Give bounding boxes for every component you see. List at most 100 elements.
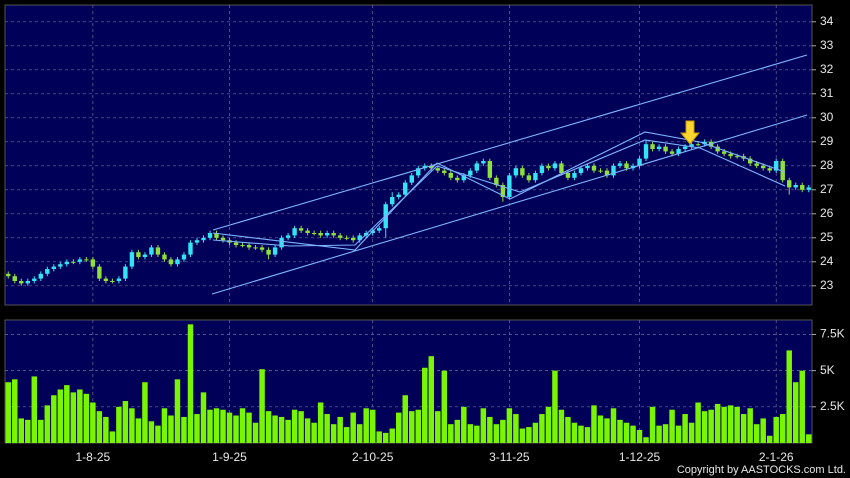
volume-bar [708, 409, 714, 443]
volume-bar [493, 424, 500, 443]
volume-bar [70, 392, 77, 443]
candle-body [292, 228, 297, 236]
candle-body [500, 185, 506, 197]
candle-body [142, 254, 148, 257]
candle-body [324, 233, 330, 236]
candle-body [774, 161, 779, 171]
volume-bar [701, 411, 708, 443]
candle-body [253, 247, 258, 249]
candle-body [787, 180, 792, 188]
candle-body [298, 228, 304, 231]
candle-body [220, 237, 226, 241]
candle-body [487, 161, 493, 178]
volume-bar [675, 425, 682, 443]
volume-bar [389, 428, 395, 443]
volume-bar [252, 422, 259, 443]
candle-body [64, 261, 70, 265]
volume-bar [487, 416, 493, 443]
volume-bar [350, 412, 356, 443]
volume-bar [799, 370, 805, 443]
volume-bar [409, 411, 415, 443]
volume-bar [786, 350, 792, 443]
volume-bar [539, 414, 545, 443]
candle-body [409, 175, 414, 183]
volume-bar [578, 425, 584, 443]
candle-body [624, 163, 629, 169]
candle-body [702, 141, 707, 145]
y-tick-label: 24 [820, 254, 834, 268]
candle-body [344, 237, 349, 239]
volume-bar [532, 422, 539, 443]
y-tick-label: 23 [820, 278, 834, 292]
volume-bar [747, 408, 753, 443]
candle-body [643, 144, 649, 159]
volume-bar [643, 437, 649, 443]
candle-body [129, 252, 135, 267]
candle-body [272, 247, 278, 255]
candle-body [474, 163, 480, 171]
candle-body [448, 173, 454, 178]
candle-body [559, 163, 564, 173]
volume-bar [480, 408, 487, 443]
candle-body [38, 273, 43, 279]
volume-bar [77, 389, 83, 443]
volume-bar [597, 415, 604, 443]
candle-body [90, 259, 96, 267]
volume-bar [428, 356, 435, 443]
candle-body [416, 168, 421, 176]
candle-body [682, 146, 688, 149]
candle-body [650, 144, 655, 149]
candle-body [77, 259, 83, 262]
candle-body [565, 173, 571, 178]
candle-body [311, 233, 317, 234]
candle-body [201, 237, 206, 241]
volume-bar [25, 419, 31, 443]
volume-bar [324, 414, 330, 443]
candle-body [350, 237, 356, 241]
candle-body [12, 276, 17, 281]
y-tick-label: 27 [820, 182, 834, 196]
volume-bar [461, 406, 467, 443]
volume-bar [682, 414, 688, 443]
candle-body [637, 158, 642, 166]
volume-bar [435, 411, 441, 443]
candle-body [331, 233, 336, 236]
candle-body [19, 281, 24, 284]
volume-bar [441, 370, 448, 443]
candle-body [585, 165, 590, 169]
volume-bar [467, 424, 474, 443]
candle-body [526, 175, 532, 181]
volume-bar [304, 418, 311, 443]
zigzag [212, 131, 786, 251]
candle-body [155, 247, 161, 255]
volume-bar [617, 419, 623, 443]
volume-bar [688, 422, 695, 443]
mark-layer [5, 139, 812, 443]
candle-body [318, 233, 323, 236]
volume-bar [740, 414, 747, 443]
candle-body [422, 165, 427, 169]
volume-bar [168, 415, 174, 443]
volume-bar [695, 402, 701, 443]
volume-bar [187, 324, 194, 443]
candle-body [84, 259, 89, 261]
volume-bar [714, 403, 721, 443]
y-tick-label: 31 [820, 86, 834, 100]
volume-bar [181, 416, 187, 443]
candle-body [507, 175, 512, 197]
candle-body [266, 249, 271, 255]
candle-body [240, 245, 245, 246]
volume-bar [311, 422, 317, 443]
volume-bar [552, 370, 558, 443]
candle-body [51, 266, 57, 269]
candle-body [780, 161, 785, 181]
volume-bar [519, 428, 526, 443]
volume-bar [610, 408, 617, 443]
volume-bar [571, 422, 578, 443]
candle-body [6, 273, 11, 277]
candle-body [461, 175, 467, 181]
volume-bar [792, 382, 799, 443]
volume-bar [174, 379, 181, 443]
volume-bar [584, 427, 591, 443]
volume-bar [116, 406, 122, 443]
